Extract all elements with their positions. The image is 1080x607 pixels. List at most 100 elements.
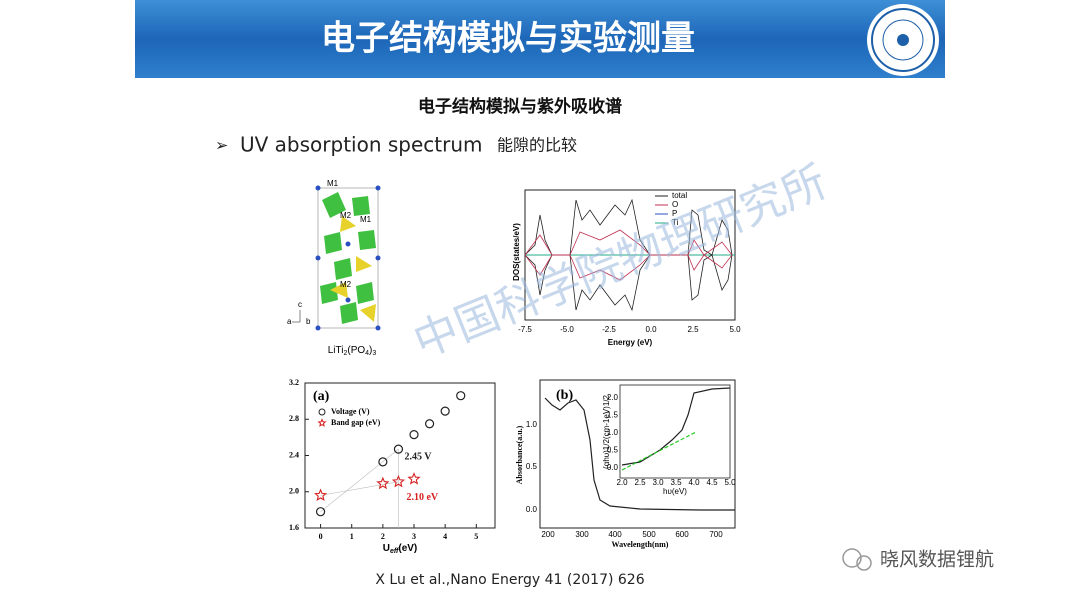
y-tick-label: 0.0 [526, 505, 538, 514]
voltage-point [456, 391, 466, 401]
header-part [897, 34, 909, 46]
x-tick-label: 200 [541, 530, 555, 539]
x-tick-label: 0 [319, 532, 323, 541]
inset-y-tick-label: 1.5 [607, 411, 619, 420]
legend-label: Voltage (V) [331, 407, 370, 416]
x-tick-label: 0.0 [645, 325, 657, 334]
y-tick-label: 3.2 [289, 378, 299, 387]
y-axis-label: Absorbance(a.u.) [515, 425, 524, 484]
annotation: 2.45 V [404, 451, 432, 462]
inset-part [619, 384, 731, 479]
legend-label: Band gap (eV) [331, 418, 381, 427]
inset-y-tick-label: 1.0 [607, 428, 619, 437]
site-label: M2 [340, 280, 352, 289]
inset-y-ticks: 0.0 0.5 1.0 1.5 2.0 [607, 393, 619, 472]
voltage-point [393, 444, 404, 454]
crystal-structure-part [375, 325, 381, 331]
inset-y-label: (αhυ)1/2(cm-1eV)1/2 [602, 395, 611, 469]
legend-label: O [672, 200, 678, 209]
inset-x-ticks: 2.0 2.5 3.0 3.5 4.0 4.5 5.0 [616, 478, 736, 487]
axis-label: a [287, 317, 292, 326]
legend-label: total [672, 191, 687, 200]
header-part [871, 8, 935, 72]
inset-x-tick-label: 5.0 [724, 478, 736, 487]
crystal-structure-part [330, 282, 348, 298]
caption-part: 4 [365, 350, 369, 357]
axis-label: c [298, 300, 302, 309]
header: 电子结构模拟与实验测量 [135, 0, 945, 78]
crystal-structure-part [315, 185, 321, 191]
crystal-structure-part [352, 196, 370, 216]
dos-plot-part [524, 254, 733, 281]
x-axis-label: Wavelength(nm) [612, 540, 669, 549]
x-axis-label-part: eff [390, 548, 399, 555]
crystal-structure-part [358, 230, 376, 250]
dos-plot: DOS(states/eV) -7.5 -5.0 -2.5 0.0 2.5 5.… [512, 189, 741, 347]
y-tick-label: 0.5 [526, 462, 538, 471]
legend-label: Ti [672, 218, 679, 227]
plot-a-part [304, 382, 496, 529]
y-tick-label: 1.0 [526, 420, 538, 429]
header-title: 电子结构模拟与实验测量 [321, 19, 695, 59]
y-axis-label: DOS(states/eV) [512, 223, 521, 281]
band-gap-point [407, 472, 421, 485]
voltage-point [440, 406, 450, 416]
legend-label: P [672, 209, 677, 218]
crystal-structure-part [375, 185, 381, 191]
citation: X Lu et al.,Nano Energy 41 (2017) 626 [375, 572, 644, 588]
header-part [135, 0, 945, 78]
inset: hυ(eV) (αhυ)1/2(cm-1eV)1/2 2.0 2.5 3.0 3.5 4… [602, 384, 736, 496]
inset-x-tick-label: 3.0 [652, 478, 664, 487]
inset-x-tick-label: 2.0 [616, 478, 628, 487]
inset-y-tick-label: 0.5 [607, 446, 619, 455]
x-tick-label: 600 [675, 530, 689, 539]
bullet-note: 能隙的比较 [497, 136, 577, 155]
dos-plot-part [524, 254, 733, 312]
x-tick-label: 700 [709, 530, 723, 539]
crystal-structure-part [345, 297, 351, 303]
voltage-point [409, 430, 419, 440]
band-gap-point [391, 474, 406, 488]
x-tick-label: 4 [443, 532, 447, 541]
plot-b-part [539, 379, 736, 529]
x-axis-label: Energy (eV) [608, 338, 653, 347]
wechat-badge: 晓风数据锂航 [842, 548, 994, 571]
crystal-structure-part [320, 282, 338, 304]
inset-x-label: hυ(eV) [663, 487, 687, 496]
x-axis-label-part: (eV) [398, 543, 417, 554]
inset-part [621, 431, 697, 471]
plot-b-part [544, 397, 735, 511]
x-tick-label: -5.0 [560, 325, 574, 334]
crystal-structure-part [345, 241, 351, 247]
x-axis-label: Ueff(eV) [383, 543, 418, 555]
panel-label: (b) [556, 388, 573, 403]
plot-b: (b) Absorbance(a.u.) Wavelength(nm) 200 … [515, 379, 736, 549]
axis-label: b [306, 317, 311, 326]
bullet-part: ➢ [215, 136, 228, 155]
panel-label: (a) [313, 389, 330, 404]
caption: LiTi2(PO4)3 [328, 345, 377, 357]
crystal-structure-part [340, 216, 356, 232]
crystal-structure: M1 M2 M1 M2 c a b LiTi2(PO4)3 [287, 179, 381, 357]
caption-part: LiTi [328, 345, 344, 356]
crystal-structure-part [360, 304, 376, 322]
y-tick-label: 2.0 [289, 487, 299, 496]
inset-x-tick-label: 4.5 [706, 478, 718, 487]
inset-y-tick-label: 0.0 [607, 463, 619, 472]
x-tick-label: 2 [381, 532, 385, 541]
crystal-structure-part [356, 256, 372, 272]
band-gap-point [376, 476, 390, 490]
x-tick-label: -7.5 [518, 325, 532, 334]
wechat-badge-part [856, 555, 872, 571]
header-part [882, 19, 924, 61]
y-tick-label: 1.6 [289, 523, 299, 532]
site-label: M1 [327, 179, 339, 188]
caption-part: 3 [372, 350, 376, 357]
guide-line [320, 448, 399, 512]
x-tick-label: 2.5 [687, 325, 699, 334]
inset-x-tick-label: 2.5 [634, 478, 646, 487]
x-tick-label: 5.0 [729, 325, 741, 334]
voltage-point [424, 419, 435, 429]
